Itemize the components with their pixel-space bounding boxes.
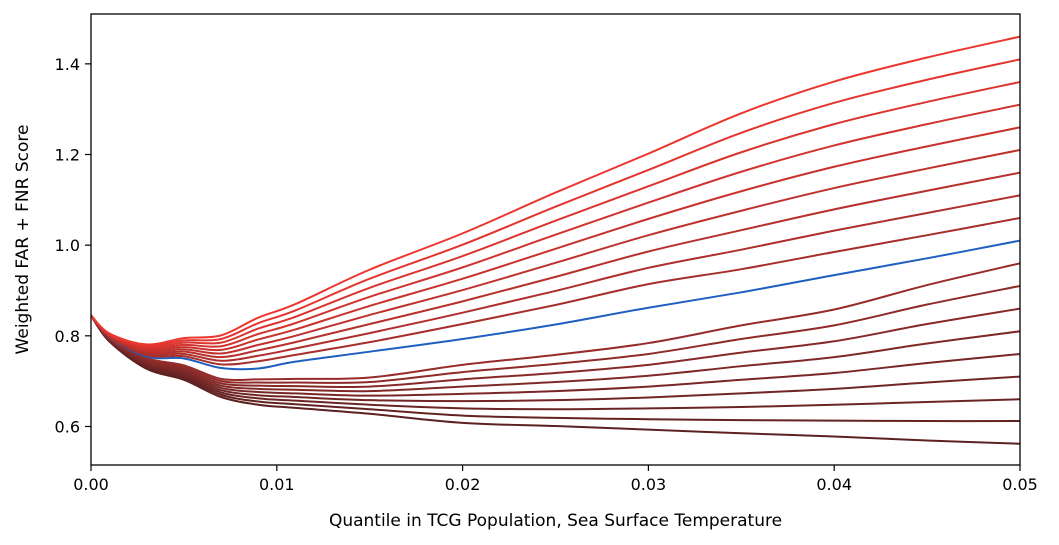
series-line-18 <box>91 58 1020 347</box>
x-tick-label: 0.02 <box>445 475 481 494</box>
x-tick-label: 0.01 <box>259 475 295 494</box>
y-axis: 0.6 0.8 1.0 1.2 1.4 <box>55 55 91 436</box>
y-tick-label: 1.2 <box>55 146 80 165</box>
series-line-5 <box>91 314 1020 397</box>
y-axis-label: Weighted FAR + FNR Score <box>13 125 33 355</box>
y-tick-label: 1.0 <box>55 236 80 255</box>
x-axis: 0.00 0.01 0.02 0.03 0.04 0.05 <box>73 465 1038 494</box>
series-line-9 <box>91 262 1020 382</box>
series-line-16 <box>91 103 1020 350</box>
series-line-11 <box>91 216 1020 366</box>
series-line-19 <box>91 35 1020 346</box>
x-tick-label: 0.04 <box>816 475 852 494</box>
series-line-17 <box>91 80 1020 349</box>
x-tick-label: 0.00 <box>73 475 109 494</box>
x-tick-label: 0.05 <box>1002 475 1038 494</box>
y-tick-label: 0.8 <box>55 327 80 346</box>
series-line-2 <box>91 314 1020 423</box>
series-layer <box>91 35 1020 445</box>
series-line-1 <box>91 314 1020 445</box>
series-line-14 <box>91 148 1020 355</box>
series-line-7 <box>91 307 1020 389</box>
y-tick-label: 0.6 <box>55 417 80 436</box>
y-tick-label: 1.4 <box>55 55 80 74</box>
x-tick-label: 0.03 <box>631 475 667 494</box>
plot-frame <box>90 13 1021 466</box>
series-line-6 <box>91 314 1020 393</box>
series-line-4 <box>91 314 1020 403</box>
series-line-13 <box>91 171 1020 359</box>
series-line-8 <box>91 284 1020 384</box>
series-line-3 <box>91 314 1020 411</box>
series-line-15 <box>91 126 1020 352</box>
x-axis-label: Quantile in TCG Population, Sea Surface … <box>329 511 782 531</box>
series-line-12 <box>91 194 1020 362</box>
series-line-10 <box>91 239 1020 371</box>
